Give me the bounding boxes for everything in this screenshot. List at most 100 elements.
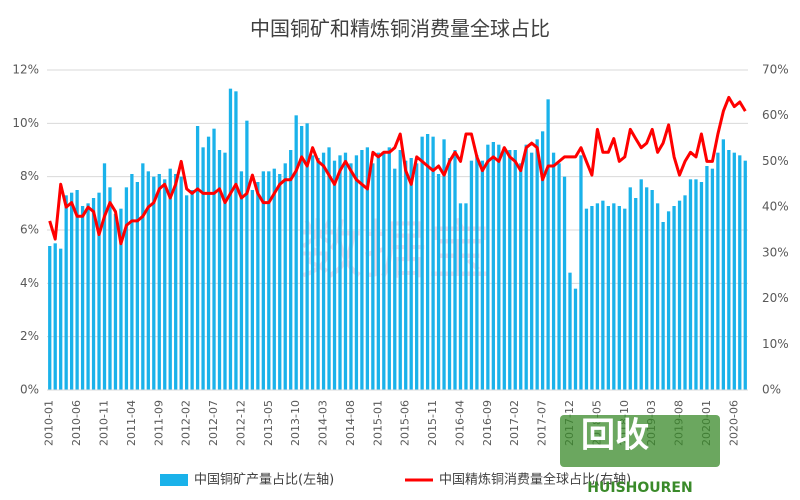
x-tick-label: 2011-04 [125,400,138,446]
y-tick-label: 0% [20,383,39,397]
bar [431,136,435,390]
bar [272,168,276,390]
bar [283,163,287,390]
y-tick-label: 12% [12,63,39,77]
bar [59,248,63,390]
bar [623,208,627,390]
bar [289,150,293,390]
bar [475,155,479,390]
bar [119,208,123,390]
bar [91,198,96,390]
bar [163,179,167,390]
bar [398,150,402,390]
x-tick-label: 2015-11 [426,400,439,446]
bar [727,150,731,390]
bar [185,195,189,390]
y-tick-label: 4% [20,276,39,290]
y2-tick-label: 30% [762,245,789,259]
bar [617,206,621,390]
bar [310,155,315,390]
legend-label: 中国铜矿产量占比(左轴) [194,473,334,488]
bar [157,174,161,390]
logo-subtext: HUISHOUREN [587,480,692,496]
bar [699,182,704,390]
bar [124,187,129,390]
bar [694,179,698,390]
bar [732,152,736,390]
x-tick-label: 2012-02 [180,400,193,446]
bar [672,206,676,390]
bar [743,160,747,390]
bar [502,147,506,390]
x-tick-label: 2012-12 [234,400,247,446]
bar [639,179,643,390]
bar [562,176,567,390]
bar [321,152,326,390]
x-tick-label: 2014-08 [344,400,357,446]
bar [546,99,550,390]
y-tick-label: 6% [20,223,39,237]
bar [179,176,183,390]
bar [579,155,583,390]
line [48,95,747,246]
x-tick-label: 2010-11 [98,400,111,446]
bar [64,195,68,390]
bar [710,168,715,390]
bar [513,150,517,390]
bar [294,115,298,390]
bar [464,203,468,390]
bar [415,163,419,390]
bar [108,187,112,390]
y2-tick-label: 70% [762,63,789,77]
bar [524,144,528,390]
x-tick-label: 2010-01 [43,400,56,446]
bar [469,160,474,390]
y2-tick-label: 20% [762,291,789,305]
bar [568,272,572,390]
bar [305,123,309,390]
bar [666,211,671,390]
bar [278,174,282,390]
bar [425,134,430,390]
legend-swatch [160,474,188,486]
x-tick-label: 2011-09 [152,400,165,446]
x-tick-label: 2017-02 [508,400,521,446]
bar [201,147,205,390]
bar [239,171,244,390]
bar [212,128,216,390]
y2-tick-label: 10% [762,337,789,351]
bar [409,158,413,390]
bar [442,139,446,390]
bar [174,174,178,390]
bar [387,147,391,390]
logo-text: 回收 [581,416,649,456]
y2-tick-label: 0% [762,383,781,397]
bar [113,214,118,390]
bar [102,163,107,390]
bar [135,182,140,390]
bar [327,147,331,390]
bar [447,158,452,390]
bar [146,171,150,390]
bar [190,190,194,390]
bar [371,163,375,390]
bar [530,152,534,390]
bar [404,160,408,390]
bar [53,243,57,390]
bar [332,160,337,390]
bar [688,179,693,390]
bar [223,152,227,390]
bar [97,192,101,390]
bar [628,187,632,390]
y-tick-label: 2% [20,329,39,343]
bar [70,192,74,390]
bar [480,160,485,390]
bar [338,155,342,390]
bar [365,147,370,390]
bar [316,158,320,390]
bar [250,190,255,390]
bar [486,144,490,390]
bar [195,126,200,390]
bar [453,150,457,390]
bar [595,203,600,390]
